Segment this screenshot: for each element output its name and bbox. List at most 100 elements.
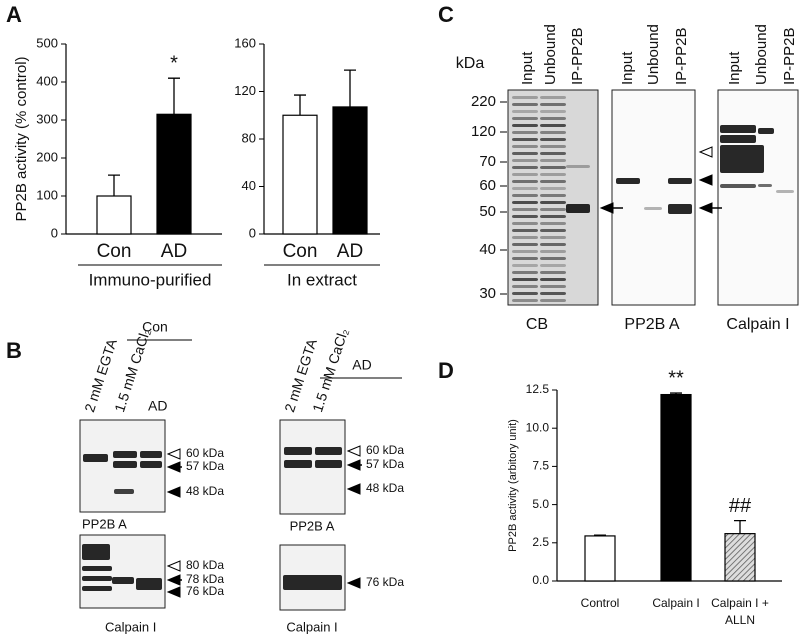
y-tick-label: 0 xyxy=(51,225,58,240)
x-tick-label: Control xyxy=(581,596,620,610)
band xyxy=(512,250,538,253)
size-marker: 76 kDa xyxy=(366,575,404,589)
band xyxy=(540,180,566,183)
bar xyxy=(156,113,192,235)
band xyxy=(720,145,764,173)
lane-label: IP-PP2B xyxy=(781,27,798,85)
band xyxy=(82,544,110,560)
band xyxy=(540,194,566,197)
band xyxy=(512,299,538,302)
lane-label: IP-PP2B xyxy=(569,27,586,85)
band xyxy=(540,285,566,288)
size-marker: 60 kDa xyxy=(186,446,224,460)
band xyxy=(540,117,566,120)
y-tick-label: 400 xyxy=(36,73,58,88)
error-bar xyxy=(344,69,356,107)
band xyxy=(512,166,538,169)
size-marker: 60 kDa xyxy=(366,443,404,457)
ladder-label: 220 xyxy=(471,93,496,110)
error-bar xyxy=(294,94,306,116)
band xyxy=(540,96,566,99)
band xyxy=(512,257,538,260)
size-marker: 48 kDa xyxy=(366,481,404,495)
size-marker: 78 kDa xyxy=(186,572,224,586)
y-tick-label: 40 xyxy=(242,178,256,193)
band xyxy=(83,454,108,462)
band xyxy=(512,187,538,190)
band xyxy=(540,236,566,239)
band xyxy=(512,138,538,141)
band xyxy=(114,489,134,494)
y-tick-label: 80 xyxy=(242,130,256,145)
arrowhead xyxy=(346,483,361,495)
band xyxy=(512,159,538,162)
arrowhead xyxy=(166,586,181,598)
band xyxy=(512,194,538,197)
x-tick-label: Calpain I + xyxy=(711,596,769,610)
size-marker: 76 kDa xyxy=(186,584,224,598)
band xyxy=(540,138,566,141)
y-tick-label: 0 xyxy=(249,225,256,240)
x-axis-label: In extract xyxy=(287,270,357,289)
band xyxy=(512,96,538,99)
x-tick-label: ALLN xyxy=(725,613,755,627)
band xyxy=(758,128,774,134)
band xyxy=(512,117,538,120)
band xyxy=(512,243,538,246)
band xyxy=(540,110,566,113)
x-tick-label: Con xyxy=(283,241,318,262)
bar xyxy=(332,106,368,235)
error-bar xyxy=(734,519,746,534)
band xyxy=(112,577,134,584)
arrowhead xyxy=(346,577,361,589)
band xyxy=(540,152,566,155)
band xyxy=(540,166,566,169)
band xyxy=(136,578,162,590)
band xyxy=(644,207,662,210)
arrowhead xyxy=(698,202,713,214)
band xyxy=(512,208,538,211)
band xyxy=(616,178,640,184)
arrowhead xyxy=(166,574,181,586)
y-tick-label: 160 xyxy=(234,35,256,50)
band xyxy=(540,187,566,190)
lane-label: Unbound xyxy=(753,24,770,85)
band xyxy=(512,103,538,106)
band xyxy=(540,243,566,246)
y-tick-label: 2.5 xyxy=(532,535,549,549)
band xyxy=(540,173,566,176)
band xyxy=(540,299,566,302)
bar xyxy=(724,533,756,582)
arrowhead xyxy=(698,146,713,158)
ladder-label: 40 xyxy=(479,241,496,258)
band xyxy=(566,204,590,213)
band xyxy=(284,460,312,468)
band xyxy=(512,173,538,176)
blot-name: PP2B A xyxy=(82,516,127,531)
band xyxy=(540,159,566,162)
annotation: * xyxy=(170,52,178,74)
y-tick-label: 120 xyxy=(234,83,256,98)
band xyxy=(566,165,590,168)
band xyxy=(512,152,538,155)
panel-label: C xyxy=(438,2,454,27)
lane-label: Input xyxy=(619,51,636,85)
arrowhead xyxy=(166,461,181,473)
arrowhead xyxy=(166,560,181,572)
arrowhead xyxy=(346,445,361,457)
band xyxy=(315,447,342,455)
y-tick-label: 200 xyxy=(36,149,58,164)
x-tick-label: AD xyxy=(161,241,187,262)
band xyxy=(512,145,538,148)
band xyxy=(668,204,692,214)
band xyxy=(82,586,112,591)
ladder-label: 70 xyxy=(479,153,496,170)
x-tick-label: AD xyxy=(337,241,363,262)
band xyxy=(540,257,566,260)
error-bar xyxy=(108,174,120,196)
x-tick-label: Calpain I xyxy=(652,596,699,610)
blot-name: Calpain I xyxy=(286,619,337,634)
band xyxy=(540,292,566,295)
band xyxy=(82,566,112,571)
